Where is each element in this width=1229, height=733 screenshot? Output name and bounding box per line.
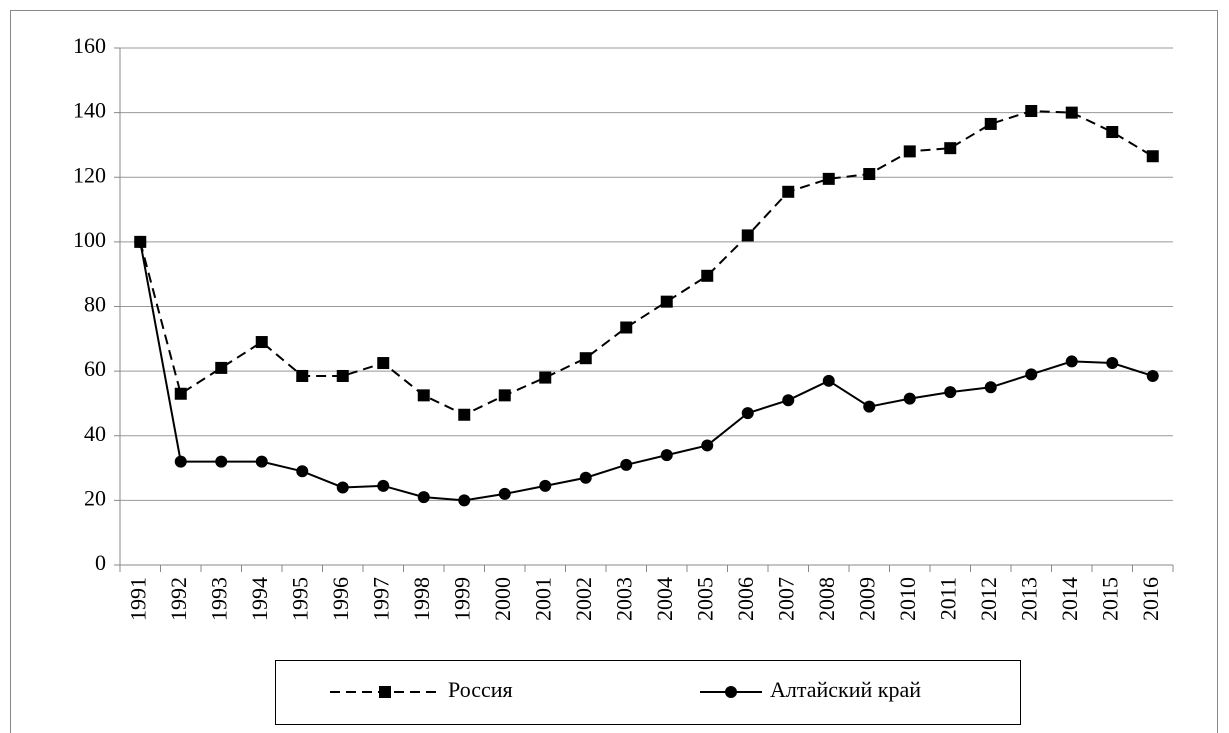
data-point bbox=[1146, 150, 1159, 163]
data-point bbox=[1146, 369, 1159, 382]
x-tick-label: 1997 bbox=[368, 577, 393, 621]
data-point bbox=[741, 407, 754, 420]
data-point bbox=[134, 235, 147, 248]
data-point bbox=[336, 481, 349, 494]
legend-marker bbox=[379, 686, 391, 698]
legend-marker bbox=[725, 686, 737, 698]
x-tick-label: 2007 bbox=[773, 577, 798, 621]
data-point bbox=[174, 455, 187, 468]
data-point bbox=[377, 357, 390, 370]
x-tick-label: 2009 bbox=[854, 577, 879, 621]
y-tick-label: 0 bbox=[95, 550, 106, 575]
x-tick-label: 2004 bbox=[652, 577, 677, 621]
data-point bbox=[660, 295, 673, 308]
legend-label: Алтайский край bbox=[770, 677, 921, 702]
data-point bbox=[215, 455, 228, 468]
x-tick-label: 2015 bbox=[1097, 577, 1122, 621]
data-point bbox=[296, 465, 309, 478]
data-point bbox=[539, 479, 552, 492]
data-point bbox=[579, 352, 592, 365]
data-point bbox=[1025, 105, 1038, 118]
data-point bbox=[458, 408, 471, 421]
data-point bbox=[984, 117, 997, 130]
data-point bbox=[701, 439, 714, 452]
data-point bbox=[174, 387, 187, 400]
x-tick-label: 1994 bbox=[247, 577, 272, 621]
data-point bbox=[1025, 368, 1038, 381]
data-point bbox=[660, 449, 673, 462]
data-point bbox=[944, 386, 957, 399]
data-point bbox=[215, 361, 228, 374]
x-tick-label: 2001 bbox=[530, 577, 555, 621]
data-point bbox=[863, 400, 876, 413]
data-point bbox=[296, 369, 309, 382]
data-point bbox=[782, 185, 795, 198]
y-tick-label: 60 bbox=[84, 356, 106, 381]
x-tick-label: 2012 bbox=[976, 577, 1001, 621]
x-tick-label: 1999 bbox=[449, 577, 474, 621]
data-point bbox=[377, 479, 390, 492]
series-line bbox=[139, 110, 1154, 416]
x-tick-label: 1992 bbox=[166, 577, 191, 621]
data-point bbox=[903, 392, 916, 405]
y-tick-label: 140 bbox=[73, 98, 106, 123]
data-point bbox=[417, 491, 430, 504]
x-tick-label: 1993 bbox=[206, 577, 231, 621]
y-tick-label: 40 bbox=[84, 421, 106, 446]
data-point bbox=[701, 269, 714, 282]
data-point bbox=[255, 455, 268, 468]
data-point bbox=[822, 172, 835, 185]
data-point bbox=[336, 369, 349, 382]
y-tick-label: 20 bbox=[84, 485, 106, 510]
data-point bbox=[984, 381, 997, 394]
x-tick-label: 2010 bbox=[895, 577, 920, 621]
data-point bbox=[1106, 126, 1119, 139]
data-point bbox=[620, 321, 633, 334]
data-point bbox=[498, 487, 511, 500]
x-tick-label: 2006 bbox=[733, 577, 758, 621]
x-tick-label: 1996 bbox=[328, 577, 353, 621]
data-point bbox=[458, 494, 471, 507]
data-point bbox=[1106, 357, 1119, 370]
legend-label: Россия bbox=[448, 677, 513, 702]
x-tick-label: 2008 bbox=[814, 577, 839, 621]
x-tick-label: 2016 bbox=[1138, 577, 1163, 621]
data-point bbox=[1065, 106, 1078, 119]
data-point bbox=[903, 145, 916, 158]
data-point bbox=[1065, 355, 1078, 368]
y-tick-label: 160 bbox=[73, 33, 106, 58]
x-tick-label: 2005 bbox=[692, 577, 717, 621]
data-point bbox=[944, 142, 957, 155]
series-line bbox=[139, 241, 1154, 502]
data-point bbox=[782, 394, 795, 407]
data-point bbox=[255, 336, 268, 349]
data-point bbox=[863, 168, 876, 181]
data-point bbox=[539, 371, 552, 384]
data-point bbox=[417, 389, 430, 402]
x-tick-label: 1991 bbox=[125, 577, 150, 621]
data-point bbox=[579, 471, 592, 484]
x-tick-label: 2002 bbox=[571, 577, 596, 621]
x-tick-label: 2011 bbox=[935, 577, 960, 620]
data-point bbox=[620, 458, 633, 471]
y-tick-label: 120 bbox=[73, 162, 106, 187]
x-tick-label: 1998 bbox=[409, 577, 434, 621]
x-tick-label: 2013 bbox=[1016, 577, 1041, 621]
x-tick-label: 1995 bbox=[287, 577, 312, 621]
y-tick-label: 80 bbox=[84, 292, 106, 317]
data-point bbox=[498, 389, 511, 402]
x-tick-label: 2003 bbox=[611, 577, 636, 621]
x-tick-label: 2014 bbox=[1057, 577, 1082, 621]
x-tick-label: 2000 bbox=[490, 577, 515, 621]
y-tick-label: 100 bbox=[73, 227, 106, 252]
data-point bbox=[741, 229, 754, 242]
data-point bbox=[822, 374, 835, 387]
chart-frame bbox=[10, 10, 1218, 733]
